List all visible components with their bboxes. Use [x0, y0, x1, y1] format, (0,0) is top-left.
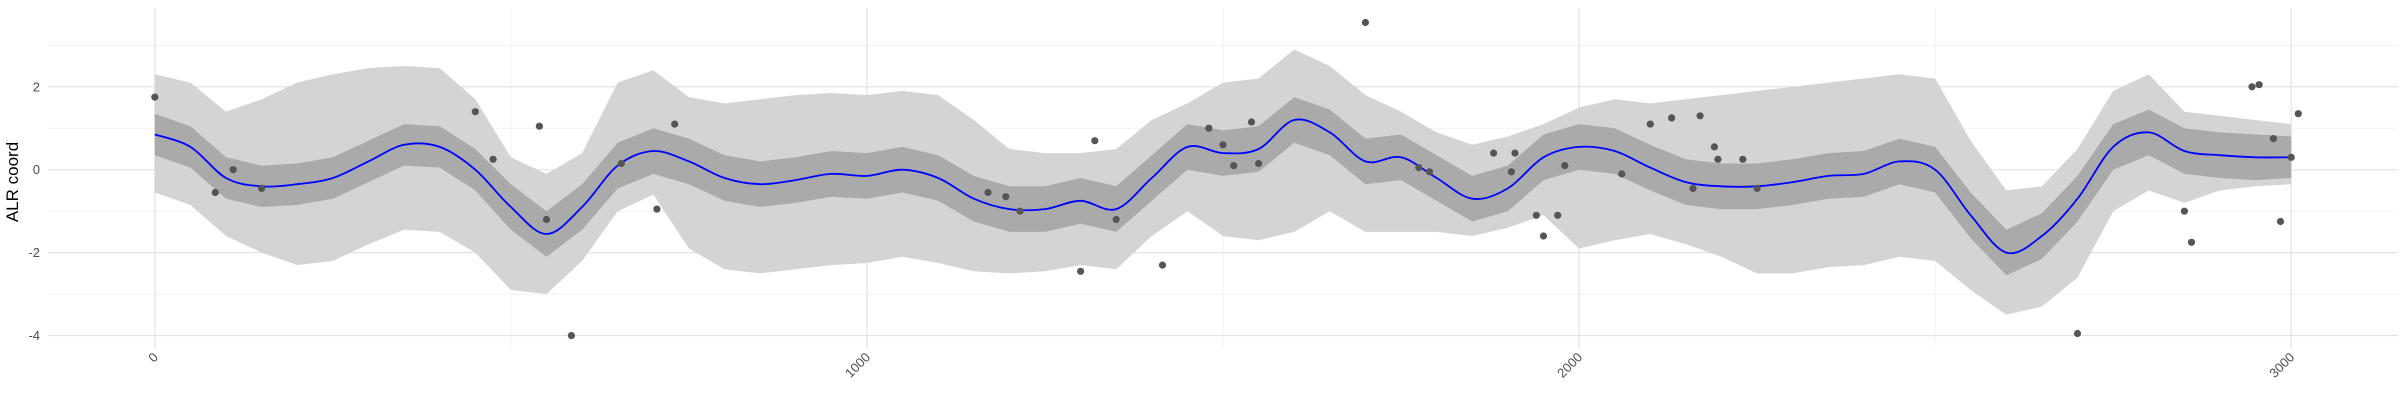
observation-point — [1532, 211, 1540, 219]
observation-point — [489, 155, 497, 163]
observation-points — [151, 18, 2302, 340]
mean-line-group — [154, 118, 2292, 255]
x-tick-label: 2000 — [1554, 350, 1585, 381]
observation-point — [1689, 184, 1697, 192]
posterior-mean-line — [154, 118, 2292, 255]
observation-point — [1230, 162, 1238, 170]
observation-point — [2180, 207, 2188, 215]
observation-point — [1002, 193, 1010, 201]
observation-point — [1247, 118, 1256, 126]
observation-point — [1753, 184, 1761, 192]
observation-point — [2073, 329, 2082, 338]
observation-point — [2269, 135, 2277, 143]
observation-point — [1511, 149, 1519, 157]
observation-point — [567, 332, 576, 340]
y-axis-title: ALR coord — [3, 142, 22, 222]
x-tick-label: 1000 — [842, 350, 873, 381]
x-tick-label: 0 — [145, 350, 161, 366]
x-tick-label: 3000 — [2266, 350, 2297, 381]
observation-point — [653, 205, 661, 213]
observation-point — [984, 188, 992, 197]
observation-point — [2187, 238, 2196, 246]
y-tick-label: 2 — [33, 79, 40, 94]
observation-point — [1710, 143, 1718, 151]
outer-confidence-band — [154, 49, 2292, 315]
observation-point — [671, 120, 679, 128]
observation-point — [542, 215, 551, 224]
observation-point — [1415, 164, 1423, 172]
observation-point — [2294, 110, 2302, 118]
y-tick-label: -2 — [28, 245, 40, 260]
observation-point — [1205, 124, 1213, 132]
observation-point — [1255, 159, 1263, 168]
y-axis-ticks: -4 -2 0 2 — [28, 79, 40, 343]
observation-point — [1739, 155, 1747, 163]
observation-point — [2255, 81, 2263, 89]
observation-point — [1646, 120, 1654, 128]
x-axis-ticks: 0 1000 2000 3000 — [145, 350, 2297, 381]
observation-point — [229, 166, 237, 174]
observation-point — [1425, 168, 1434, 176]
observation-point — [2248, 83, 2256, 91]
observation-point — [1554, 211, 1562, 219]
observation-point — [617, 159, 625, 168]
observation-point — [1507, 168, 1515, 176]
observation-point — [151, 93, 159, 101]
confidence-bands — [154, 49, 2292, 315]
observation-point — [1158, 261, 1167, 269]
observation-point — [535, 122, 544, 130]
observation-point — [1361, 18, 1369, 27]
observation-point — [258, 184, 266, 192]
observation-point — [1561, 162, 1569, 170]
observation-point — [211, 188, 219, 197]
observation-point — [1696, 112, 1704, 120]
observation-point — [1077, 267, 1085, 275]
observation-point — [2287, 153, 2295, 161]
inner-confidence-band — [154, 97, 2292, 276]
observation-point — [1490, 149, 1498, 157]
observation-point — [1016, 207, 1024, 215]
observation-point — [1618, 170, 1626, 178]
observation-point — [1668, 114, 1676, 122]
observation-point — [1219, 141, 1227, 149]
observation-point — [1112, 215, 1120, 224]
observation-point — [2276, 217, 2285, 226]
y-tick-label: -4 — [28, 328, 40, 343]
observation-point — [1539, 232, 1548, 240]
observation-point — [1714, 155, 1722, 163]
y-tick-label: 0 — [33, 162, 40, 177]
observation-point — [1091, 137, 1099, 145]
observation-point — [471, 108, 479, 116]
